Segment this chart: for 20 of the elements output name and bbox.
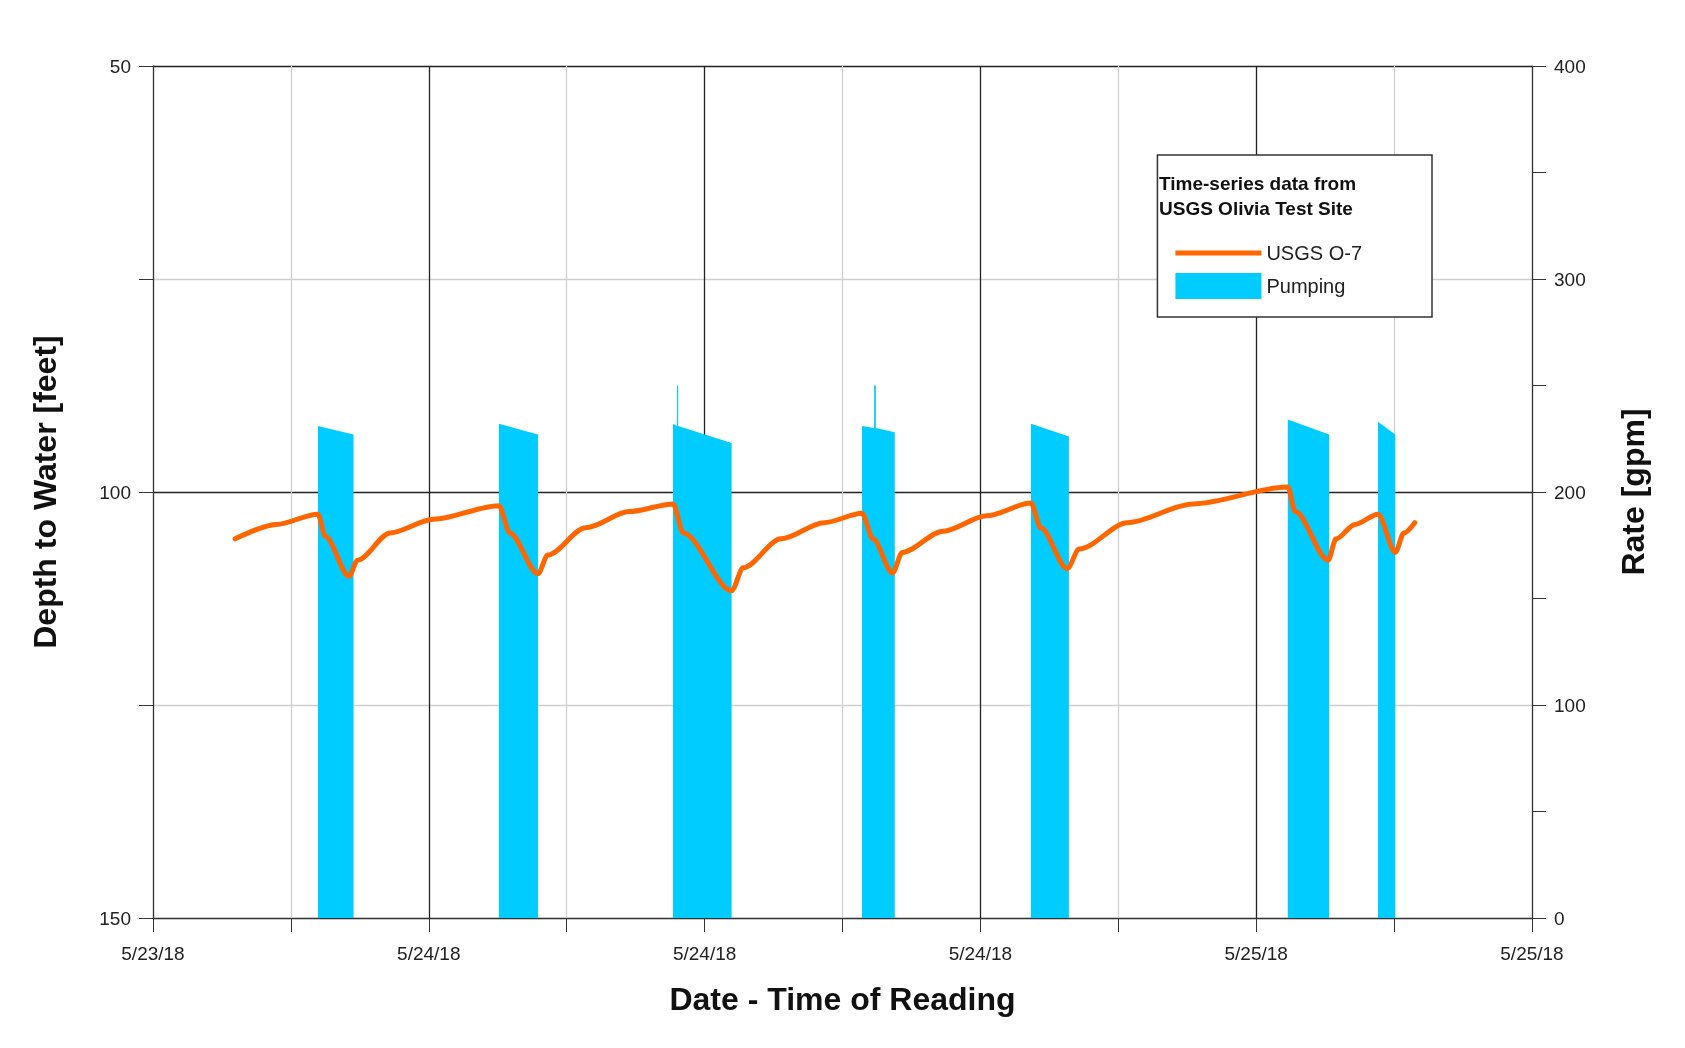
- y2-tick-label: 100: [1554, 694, 1586, 716]
- x-tick-label: 5/24/18: [948, 943, 1013, 964]
- y2-tick-label: 200: [1554, 481, 1586, 503]
- legend-title: Time-series data from USGS Olivia Test Site: [1159, 173, 1362, 219]
- y2-tick-label: 0: [1554, 907, 1565, 929]
- legend-label: Pumping: [1266, 275, 1346, 297]
- x-tick-label: 5/23/18: [121, 943, 185, 964]
- y-tick-label: 50: [109, 55, 131, 77]
- legend-label: USGS O-7: [1266, 242, 1362, 264]
- x-axis-title: Date - Time of Reading: [669, 981, 1016, 1017]
- y2-tick-label: 300: [1554, 268, 1586, 290]
- x-tick-label: 5/25/18: [1500, 943, 1564, 964]
- y-tick-label: 100: [99, 481, 131, 503]
- x-tick-label: 5/24/18: [672, 943, 737, 964]
- x-tick-label: 5/25/18: [1224, 943, 1288, 964]
- y2-axis-title: Rate [gpm]: [1615, 408, 1651, 576]
- y2-tick-label: 400: [1554, 55, 1586, 77]
- y-tick-label: 150: [99, 907, 131, 929]
- x-tick-label: 5/24/18: [397, 943, 461, 964]
- y-axis-title: Depth to Water [feet]: [27, 335, 63, 649]
